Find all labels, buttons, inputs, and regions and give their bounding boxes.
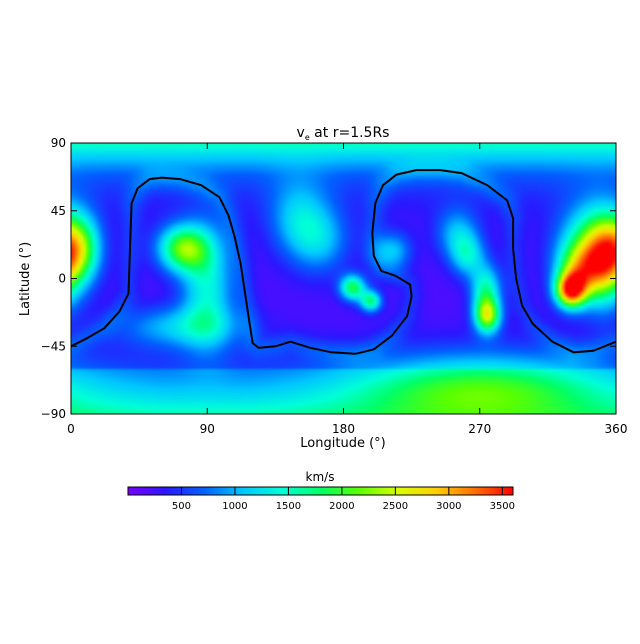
x-tick-label: 360: [605, 422, 628, 436]
colorbar-tick-label: 1500: [276, 501, 301, 512]
y-tick-label: 90: [51, 136, 66, 150]
x-tick-label: 0: [67, 422, 75, 436]
y-axis-label: Latitude (°): [18, 242, 33, 316]
chart-title: ve at r=1.5Rs: [297, 125, 390, 142]
y-tick-label: −90: [41, 407, 66, 421]
neutral-line: [71, 169, 616, 355]
heatmap-image: [71, 143, 616, 414]
colorbar-label: km/s: [306, 470, 335, 484]
colorbar-tick-label: 2000: [329, 501, 354, 512]
y-tick-label: 45: [51, 204, 66, 218]
x-axis: 0 90 180 270 360: [67, 143, 627, 436]
colorbar: [127, 486, 514, 496]
y-axis: 90 45 0 −45 −90: [41, 136, 616, 421]
x-tick-label: 90: [200, 422, 215, 436]
colorbar-tick-label: 1000: [222, 501, 247, 512]
colorbar-tick-label: 3500: [490, 501, 515, 512]
colorbar-tick-label: 500: [172, 501, 191, 512]
y-tick-label: 0: [58, 272, 66, 286]
x-axis-label: Longitude (°): [300, 436, 385, 451]
x-tick-label: 270: [468, 422, 491, 436]
title-subscript: e: [305, 133, 310, 142]
colorbar-tick-label: 3000: [436, 501, 461, 512]
colorbar-ticks: 500 1000 1500 2000 2500 3000 3500: [172, 487, 515, 512]
y-tick-label: −45: [41, 339, 66, 353]
x-tick-label: 180: [332, 422, 355, 436]
colorbar-tick-label: 2500: [383, 501, 408, 512]
plot-area: [71, 143, 616, 414]
